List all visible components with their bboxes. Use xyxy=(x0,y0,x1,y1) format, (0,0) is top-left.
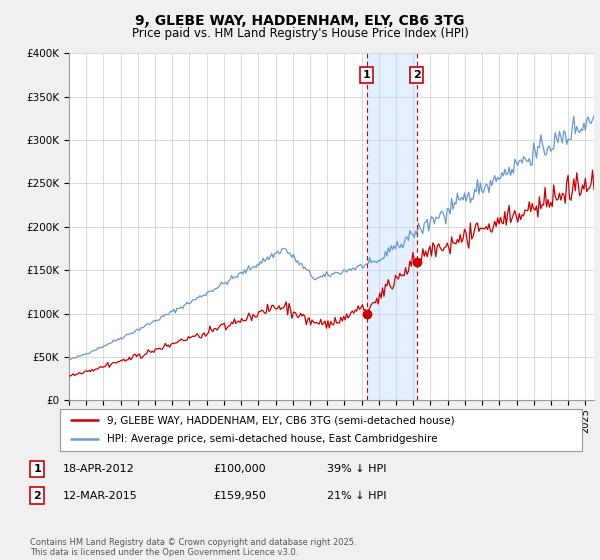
Text: 18-APR-2012: 18-APR-2012 xyxy=(63,464,135,474)
Text: Price paid vs. HM Land Registry's House Price Index (HPI): Price paid vs. HM Land Registry's House … xyxy=(131,27,469,40)
Text: HPI: Average price, semi-detached house, East Cambridgeshire: HPI: Average price, semi-detached house,… xyxy=(107,435,437,445)
Text: 1: 1 xyxy=(363,70,370,80)
Text: 9, GLEBE WAY, HADDENHAM, ELY, CB6 3TG (semi-detached house): 9, GLEBE WAY, HADDENHAM, ELY, CB6 3TG (s… xyxy=(107,415,455,425)
Text: 9, GLEBE WAY, HADDENHAM, ELY, CB6 3TG: 9, GLEBE WAY, HADDENHAM, ELY, CB6 3TG xyxy=(135,14,465,28)
Text: £159,950: £159,950 xyxy=(213,491,266,501)
Text: 39% ↓ HPI: 39% ↓ HPI xyxy=(327,464,386,474)
Text: 1: 1 xyxy=(34,464,41,474)
Text: £100,000: £100,000 xyxy=(213,464,266,474)
Text: Contains HM Land Registry data © Crown copyright and database right 2025.
This d: Contains HM Land Registry data © Crown c… xyxy=(30,538,356,557)
Text: 2: 2 xyxy=(413,70,421,80)
Text: 12-MAR-2015: 12-MAR-2015 xyxy=(63,491,138,501)
Text: 21% ↓ HPI: 21% ↓ HPI xyxy=(327,491,386,501)
Text: 2: 2 xyxy=(34,491,41,501)
